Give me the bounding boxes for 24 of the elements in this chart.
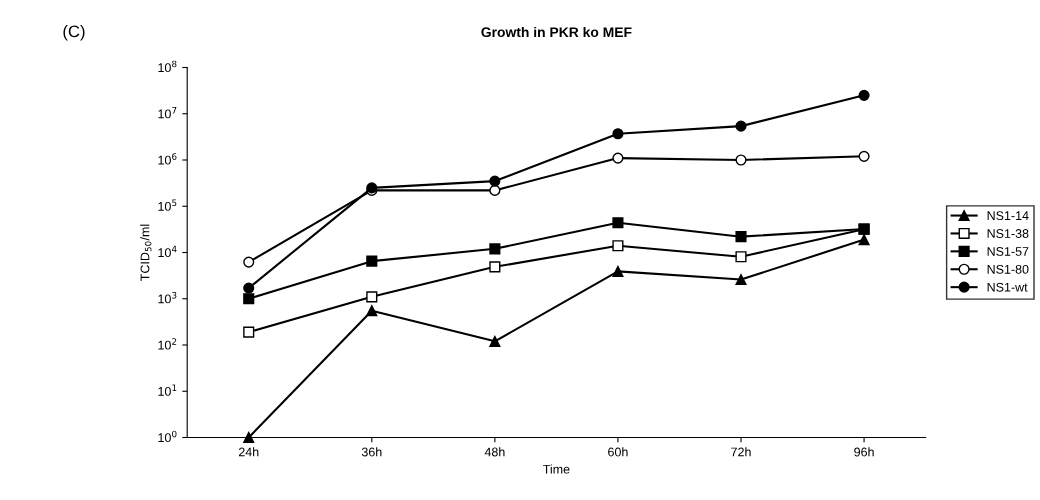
x-tick-label: 96h bbox=[854, 447, 874, 457]
x-axis-title: Time bbox=[543, 464, 570, 474]
y-tick-label: 10$^{1}$ bbox=[158, 384, 177, 396]
x-tick-label: 24h bbox=[238, 447, 259, 457]
text: (C) bbox=[63, 25, 85, 41]
y-tick-label: 10$^{8}$ bbox=[158, 60, 177, 73]
y-tick-label: 10$^{2}$ bbox=[158, 338, 177, 350]
y-axis-title: TCID$_{50}$/ml bbox=[140, 224, 152, 281]
x-tick-label: 36h bbox=[361, 447, 382, 457]
legend-label: NS1-57 bbox=[987, 247, 1029, 256]
y-tick-label: 10$^{4}$ bbox=[158, 245, 177, 258]
x-tick-label: 60h bbox=[608, 447, 628, 457]
legend-label: NS1-wt bbox=[987, 282, 1028, 292]
x-tick-label: 72h bbox=[731, 447, 751, 457]
chart-title: Growth in PKR ko MEF bbox=[481, 26, 632, 38]
y-tick-label: 10$^{6}$ bbox=[158, 153, 177, 165]
legend-label: NS1-14 bbox=[987, 211, 1029, 221]
y-tick-label: 10$^{3}$ bbox=[158, 291, 177, 304]
legend-label: NS1-38 bbox=[987, 229, 1029, 238]
y-tick-label: 10$^{5}$ bbox=[158, 199, 177, 211]
y-tick-label: 10$^{0}$ bbox=[158, 430, 177, 443]
y-tick-label: 10$^{7}$ bbox=[158, 107, 177, 119]
legend-label: NS1-80 bbox=[987, 264, 1029, 274]
x-tick-label: 48h bbox=[484, 447, 505, 457]
